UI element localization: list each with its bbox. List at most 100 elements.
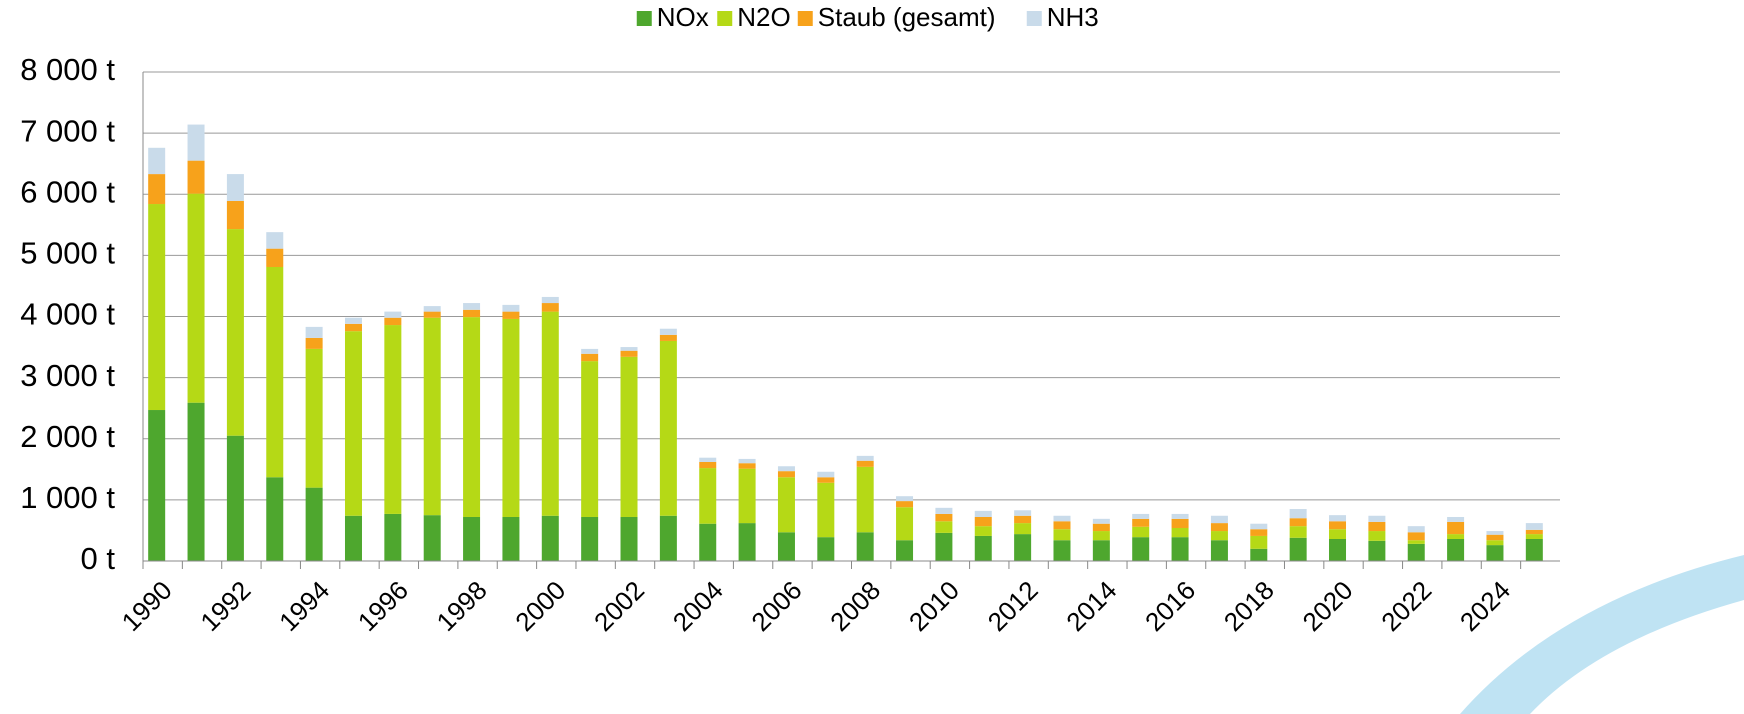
bar-segment xyxy=(896,501,913,507)
x-tick-label: 2016 xyxy=(1139,575,1201,637)
legend-label: NH3 xyxy=(1047,2,1099,32)
bar-segment xyxy=(739,469,756,523)
bar-segment xyxy=(1368,522,1385,531)
x-tick-label: 2004 xyxy=(667,575,729,637)
bar-segment xyxy=(699,524,716,561)
bar-segment xyxy=(1093,519,1110,524)
y-tick-label: 2 000 t xyxy=(20,419,115,454)
x-tick-label: 2022 xyxy=(1375,575,1437,637)
bar-segment xyxy=(188,194,205,403)
bar-segment xyxy=(345,331,362,516)
x-tick-label: 2006 xyxy=(745,575,807,637)
bar-segment xyxy=(1093,524,1110,531)
bar-segment xyxy=(542,303,559,312)
bar-segment xyxy=(1250,536,1267,549)
bar-segment xyxy=(1211,523,1228,531)
bar-segment xyxy=(1093,531,1110,540)
bar-segment xyxy=(1329,529,1346,539)
bar-segment xyxy=(1368,516,1385,522)
bar-segment xyxy=(542,516,559,561)
bar-segment xyxy=(148,148,165,174)
bar-segment xyxy=(306,327,323,338)
bar-segment xyxy=(1408,532,1425,540)
bar-segment xyxy=(1053,540,1070,561)
bar-segment xyxy=(1250,549,1267,561)
bar-segment xyxy=(345,324,362,331)
bar-segment xyxy=(935,514,952,521)
bar-segment xyxy=(739,459,756,463)
y-tick-label: 3 000 t xyxy=(20,358,115,393)
legend-label: Staub (gesamt) xyxy=(818,2,996,32)
bar-segment xyxy=(1290,509,1307,518)
bar-segment xyxy=(1526,523,1543,530)
legend-label: NOx xyxy=(657,2,709,32)
bar-segment xyxy=(817,472,834,478)
bar-segment xyxy=(502,305,519,312)
x-tick-label: 1996 xyxy=(352,575,414,637)
bar-segment xyxy=(1486,545,1503,561)
bar-segment xyxy=(621,347,638,351)
bar-segment xyxy=(1526,534,1543,539)
bar-segment xyxy=(739,523,756,561)
bar-segment xyxy=(857,456,874,461)
bar-segment xyxy=(345,318,362,324)
bar-segment xyxy=(1093,540,1110,561)
bar-segment xyxy=(1014,516,1031,523)
bar-segment xyxy=(857,532,874,561)
x-tick-label: 2020 xyxy=(1297,575,1359,637)
bar-segment xyxy=(306,349,323,488)
y-tick-label: 1 000 t xyxy=(20,480,115,515)
bar-segment xyxy=(699,468,716,524)
bar-segment xyxy=(581,517,598,561)
legend-swatch xyxy=(637,11,652,26)
bar-segment xyxy=(1250,529,1267,536)
bar-segment xyxy=(660,516,677,561)
bar-segment xyxy=(975,517,992,526)
bar-segment xyxy=(463,317,480,517)
bar-segment xyxy=(581,354,598,361)
bar-segment xyxy=(424,312,441,318)
bar-segment xyxy=(857,461,874,467)
bar-segment xyxy=(1526,530,1543,534)
bar-segment xyxy=(1211,540,1228,561)
x-tick-label: 1990 xyxy=(116,575,178,637)
y-tick-label: 5 000 t xyxy=(20,236,115,271)
x-tick-label: 2000 xyxy=(509,575,571,637)
bar-segment xyxy=(896,540,913,561)
bar-segment xyxy=(188,161,205,194)
bar-segment xyxy=(266,267,283,477)
x-tick-label: 1998 xyxy=(431,575,493,637)
bar-segment xyxy=(739,463,756,469)
bar-segment xyxy=(1014,534,1031,561)
bar-segment xyxy=(935,533,952,561)
bar-segment xyxy=(306,488,323,561)
bar-segment xyxy=(1172,537,1189,561)
bar-segment xyxy=(935,521,952,533)
bar-segment xyxy=(306,338,323,349)
bar-segment xyxy=(1172,528,1189,537)
x-tick-label: 2018 xyxy=(1218,575,1280,637)
bar-segment xyxy=(1290,526,1307,538)
bar-segment xyxy=(1486,535,1503,541)
legend-swatch xyxy=(1027,11,1042,26)
bar-segment xyxy=(1447,517,1464,522)
bar-segment xyxy=(817,483,834,537)
bar-segment xyxy=(660,341,677,516)
bar-segment xyxy=(778,471,795,477)
bar-segment xyxy=(778,466,795,471)
bar-segment xyxy=(1329,539,1346,561)
bar-segment xyxy=(1132,527,1149,537)
bar-segment xyxy=(621,517,638,561)
bar-segment xyxy=(1447,534,1464,539)
bar-segment xyxy=(699,458,716,462)
bar-segment xyxy=(621,357,638,517)
x-tick-label: 2010 xyxy=(903,575,965,637)
bar-segment xyxy=(227,201,244,229)
bar-segment xyxy=(1290,518,1307,526)
bar-segment xyxy=(384,514,401,561)
bar-segment xyxy=(1408,526,1425,532)
bar-segment xyxy=(1329,515,1346,521)
bar-segment xyxy=(1053,516,1070,522)
bar-segment xyxy=(896,507,913,540)
bar-segment xyxy=(384,318,401,325)
